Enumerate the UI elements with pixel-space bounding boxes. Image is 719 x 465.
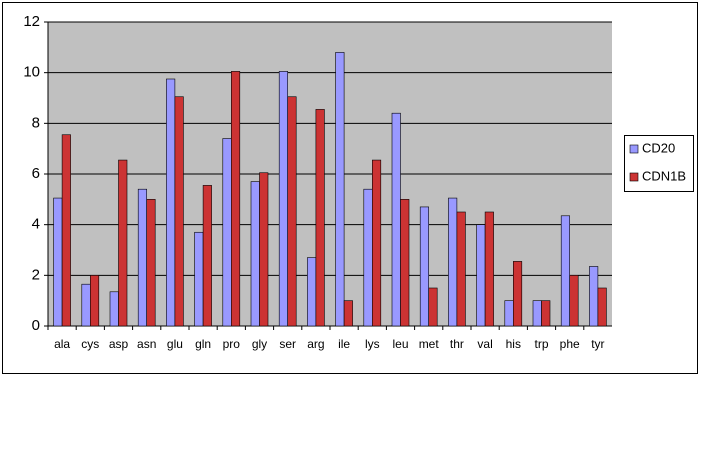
bar	[391, 112, 401, 327]
bar	[456, 211, 466, 327]
bar	[589, 266, 599, 327]
bar	[222, 138, 232, 327]
bar	[259, 172, 269, 327]
y-tick-label: 8	[32, 114, 40, 131]
bar	[315, 109, 325, 327]
legend-swatch	[629, 172, 639, 182]
bar	[532, 300, 542, 327]
bar	[476, 224, 486, 327]
bar	[569, 275, 579, 327]
x-tick-label: gln	[195, 337, 211, 351]
x-tick-label: asp	[109, 337, 129, 351]
x-tick-label: thr	[450, 337, 464, 351]
bar	[597, 287, 607, 327]
bar	[250, 181, 260, 327]
bar	[174, 96, 184, 327]
bar	[400, 199, 410, 327]
bar	[109, 291, 119, 327]
bar	[541, 300, 551, 327]
bar	[166, 78, 176, 327]
x-tick-label: ser	[279, 337, 296, 351]
y-tick-label: 10	[23, 64, 40, 81]
bar	[343, 300, 353, 327]
legend-label: CD20	[642, 140, 675, 155]
bar	[335, 52, 345, 327]
bar	[194, 231, 204, 327]
bar	[307, 257, 317, 327]
x-tick-label: glu	[167, 337, 183, 351]
bar	[81, 283, 91, 327]
legend-label: CDN1B	[642, 168, 686, 183]
x-tick-label: asn	[137, 337, 156, 351]
bar	[90, 275, 100, 327]
bar	[137, 188, 147, 327]
x-tick-label: his	[506, 337, 521, 351]
bar	[53, 197, 63, 327]
x-tick-label: ile	[338, 337, 350, 351]
y-tick-label: 12	[23, 13, 40, 30]
bar	[278, 71, 289, 327]
x-tick-label: trp	[534, 337, 548, 351]
bar	[560, 215, 571, 327]
bar	[231, 71, 241, 327]
bar	[202, 185, 212, 327]
x-tick-label: val	[477, 337, 492, 351]
bar	[448, 197, 458, 327]
y-tick-label: 6	[32, 165, 40, 182]
x-tick-label: gly	[252, 337, 267, 351]
x-tick-label: lys	[365, 337, 380, 351]
x-tick-label: pro	[223, 337, 241, 351]
x-tick-label: ala	[54, 337, 70, 351]
bar	[61, 134, 71, 327]
x-tick-label: cys	[81, 337, 99, 351]
bar	[512, 261, 523, 327]
y-tick-label: 4	[32, 216, 40, 233]
y-tick-label: 2	[32, 266, 40, 283]
x-tick-label: met	[419, 337, 440, 351]
bar	[428, 287, 438, 327]
bar	[146, 199, 156, 327]
legend-swatch	[629, 144, 639, 154]
bar	[419, 206, 430, 327]
x-tick-label: phe	[560, 337, 580, 351]
x-tick-label: leu	[392, 337, 408, 351]
bar	[504, 300, 514, 327]
y-tick-label: 0	[32, 317, 40, 334]
bar	[287, 96, 297, 327]
x-tick-label: arg	[307, 337, 324, 351]
x-tick-label: tyr	[591, 337, 604, 351]
bar	[118, 159, 128, 327]
bar	[484, 211, 494, 327]
bar	[371, 159, 382, 327]
bar	[363, 188, 373, 327]
